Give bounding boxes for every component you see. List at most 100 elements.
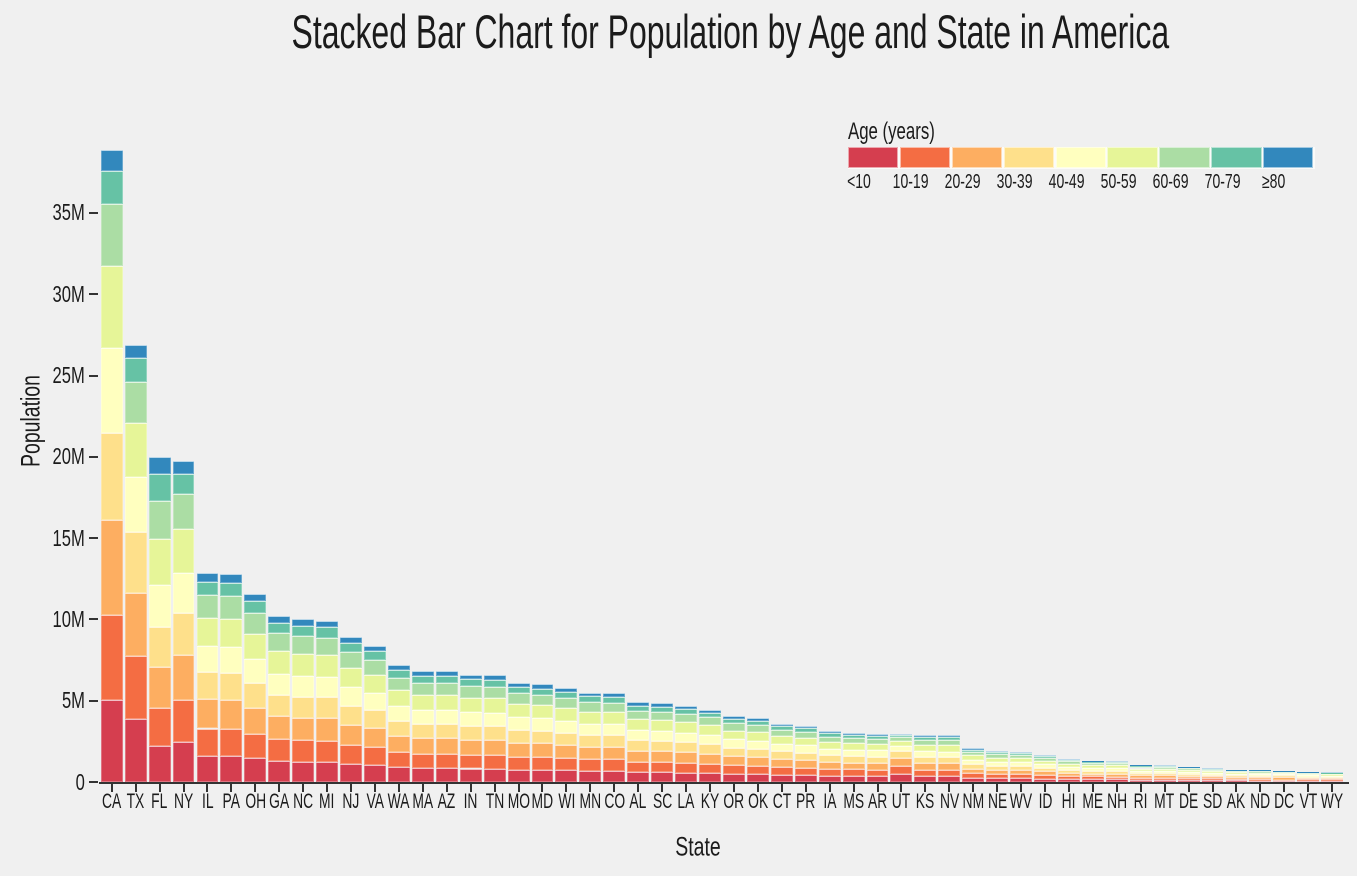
bar-segment-NC-20-29 bbox=[292, 717, 315, 741]
x-tick-label-UT: UT bbox=[892, 790, 911, 813]
x-tick-label-IL: IL bbox=[201, 790, 214, 813]
bar-segment-GA-60-69 bbox=[268, 633, 291, 652]
bar-segment-DC-50-59 bbox=[1273, 772, 1296, 775]
bar-segment-VA-40-49 bbox=[364, 693, 386, 711]
x-tick-MN bbox=[589, 784, 592, 792]
bar-segment-UT-60-69 bbox=[890, 736, 913, 741]
bar-segment-AZ-50-59 bbox=[435, 695, 458, 710]
bar-segment-NM-<10 bbox=[962, 777, 985, 782]
bar-segment-CA-70-79 bbox=[100, 171, 123, 205]
bar-segment-HI-40-49 bbox=[1058, 766, 1080, 770]
x-tick-CO bbox=[613, 784, 616, 792]
bar-segment-MI-20-29 bbox=[316, 718, 339, 741]
bar-segment-MO-40-49 bbox=[507, 717, 530, 730]
bar-segment-MI-30-39 bbox=[316, 697, 339, 719]
x-tick-KY bbox=[709, 784, 711, 792]
bar-segment-GA-40-49 bbox=[268, 673, 291, 695]
bar-segment-KY-40-49 bbox=[699, 735, 721, 745]
bar-segment-TN-≥80 bbox=[483, 675, 506, 680]
bar-segment-PA-20-29 bbox=[220, 699, 243, 729]
x-tick-label-AL: AL bbox=[629, 790, 647, 813]
bar-segment-WA-40-49 bbox=[387, 706, 410, 721]
bar-segment-NJ-70-79 bbox=[340, 642, 362, 652]
x-tick-label-OR: OR bbox=[723, 790, 745, 813]
x-tick-KS bbox=[924, 784, 927, 792]
bar-segment-TX-<10 bbox=[124, 718, 147, 782]
bar-segment-AK-<10 bbox=[1225, 780, 1248, 782]
x-tick-NJ bbox=[350, 784, 353, 792]
bar-segment-PR-60-69 bbox=[794, 731, 817, 738]
x-tick-MT bbox=[1163, 784, 1166, 792]
x-tick-label-NJ: NJ bbox=[342, 790, 360, 813]
bar-segment-PR-70-79 bbox=[794, 728, 817, 732]
bar-segment-DC-10-19 bbox=[1273, 779, 1296, 781]
bar-segment-SD-10-19 bbox=[1201, 778, 1224, 781]
bar-segment-NV-<10 bbox=[938, 776, 961, 782]
bar-segment-ID-10-19 bbox=[1034, 775, 1056, 779]
bar-NJ bbox=[340, 0, 362, 782]
bar-segment-NV-20-29 bbox=[938, 763, 961, 770]
bar-CT bbox=[770, 0, 793, 782]
x-tick-OR bbox=[732, 784, 735, 792]
bar-segment-WI-60-69 bbox=[555, 697, 578, 709]
bar-segment-WV-<10 bbox=[1010, 778, 1033, 782]
bar-segment-CO-<10 bbox=[603, 770, 626, 782]
bar-segment-DC-60-69 bbox=[1273, 771, 1296, 773]
bar-segment-TN-60-69 bbox=[483, 686, 506, 699]
legend-label-10-19: 10-19 bbox=[892, 171, 929, 193]
x-tick-FL bbox=[158, 784, 161, 792]
x-tick-label-SC: SC bbox=[652, 790, 672, 813]
bar-segment-TX-10-19 bbox=[124, 655, 147, 719]
bar-segment-NE-50-59 bbox=[986, 757, 1009, 762]
bar-segment-MI-<10 bbox=[316, 761, 339, 782]
bar-segment-MD-30-39 bbox=[531, 730, 554, 744]
bar-segment-NE-60-69 bbox=[986, 754, 1009, 758]
bar-segment-WI-50-59 bbox=[555, 708, 578, 721]
x-tick-label-DC: DC bbox=[1274, 790, 1295, 813]
bar-segment-SD-30-39 bbox=[1201, 774, 1224, 777]
bar-segment-DC-20-29 bbox=[1273, 777, 1296, 780]
x-tick-IN bbox=[469, 784, 472, 792]
bar-segment-MO-≥80 bbox=[507, 682, 530, 688]
bar-segment-PR-30-39 bbox=[794, 752, 817, 760]
x-tick-label-CO: CO bbox=[603, 790, 625, 813]
bar-segment-CA-30-39 bbox=[100, 433, 123, 520]
bar-segment-NJ-30-39 bbox=[340, 705, 362, 725]
bar-segment-DE-60-69 bbox=[1177, 768, 1200, 770]
bar-segment-MT-<10 bbox=[1153, 779, 1176, 782]
x-tick-label-NH: NH bbox=[1106, 790, 1127, 813]
bar-segment-ND-50-59 bbox=[1249, 772, 1272, 775]
x-tick-label-GA: GA bbox=[269, 790, 290, 813]
x-tick-label-NY: NY bbox=[173, 790, 194, 813]
bar-segment-ND-10-19 bbox=[1249, 779, 1272, 781]
bar-segment-AZ-30-39 bbox=[435, 723, 458, 739]
bar-segment-MT-70-79 bbox=[1153, 766, 1176, 768]
bar-segment-NY-40-49 bbox=[172, 572, 195, 614]
bar-AK bbox=[1225, 0, 1248, 782]
bar-segment-IA-50-59 bbox=[818, 742, 841, 749]
bar-segment-VA-≥80 bbox=[364, 645, 386, 652]
bar-segment-NE-30-39 bbox=[986, 765, 1009, 770]
bar-NC bbox=[292, 0, 315, 782]
x-tick-WA bbox=[397, 784, 400, 792]
x-tick-IL bbox=[206, 784, 209, 792]
bar-segment-IN-50-59 bbox=[459, 697, 482, 713]
bar-segment-OH-≥80 bbox=[244, 593, 267, 602]
bar-segment-WA-20-29 bbox=[387, 735, 410, 753]
bar-segment-ID-70-79 bbox=[1034, 756, 1056, 758]
bar-segment-NH-30-39 bbox=[1105, 770, 1128, 774]
bar-TN bbox=[483, 0, 506, 782]
bar-segment-ID-50-59 bbox=[1034, 760, 1056, 765]
bar-RI bbox=[1129, 0, 1152, 782]
bar-segment-OH-20-29 bbox=[244, 707, 267, 734]
bar-segment-NY-20-29 bbox=[172, 655, 195, 700]
x-tick-label-MI: MI bbox=[319, 790, 335, 813]
bar-segment-LA-70-79 bbox=[675, 709, 697, 715]
x-tick-label-KY: KY bbox=[700, 790, 720, 813]
bar-segment-ND-70-79 bbox=[1249, 770, 1272, 772]
bar-segment-NJ-20-29 bbox=[340, 724, 362, 745]
bar-DE bbox=[1177, 0, 1200, 782]
bar-segment-AL-40-49 bbox=[627, 730, 650, 741]
bar-segment-OR-20-29 bbox=[722, 756, 745, 766]
y-tick-label-10M: 10M bbox=[52, 605, 85, 632]
